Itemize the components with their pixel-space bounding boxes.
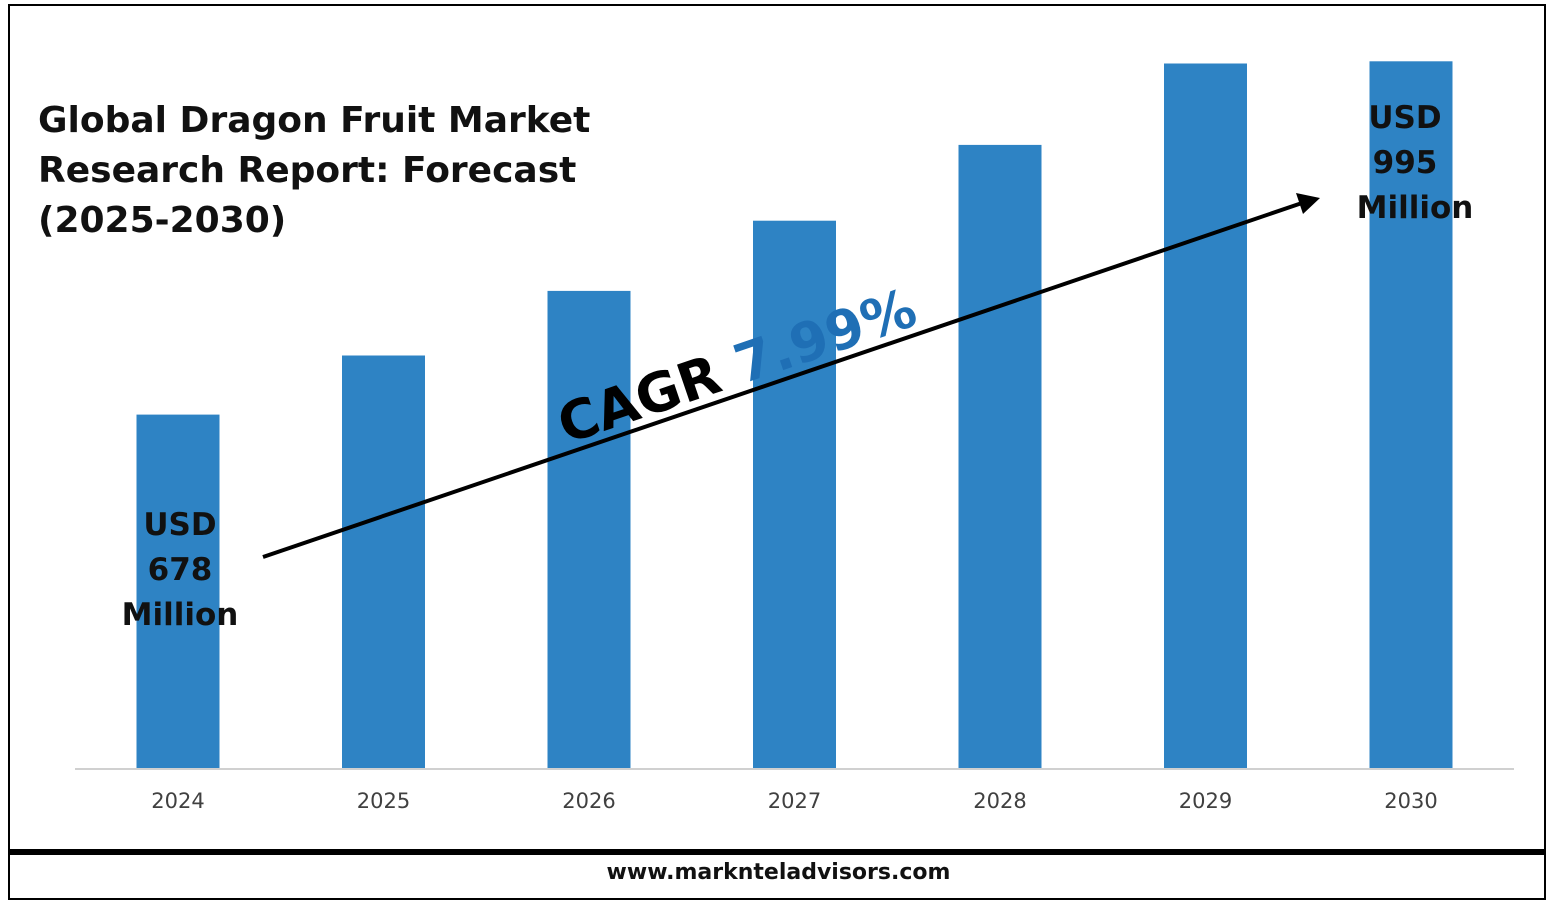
bars-group <box>136 61 1453 770</box>
bar-2028 <box>958 144 1042 769</box>
bar-2027 <box>753 220 836 769</box>
bar-chart: Global Dragon Fruit Market Research Repo… <box>38 61 1514 813</box>
chart-title: Global Dragon Fruit Market Research Repo… <box>38 100 590 241</box>
website-url: www.marknteladvisors.com <box>606 860 951 885</box>
trend-arrow <box>262 193 1320 559</box>
title-line-3: (2025-2030) <box>38 200 286 241</box>
x-tick-2026: 2026 <box>562 789 615 813</box>
end-callout-line-2: 995 <box>1373 145 1438 181</box>
x-tick-2028: 2028 <box>973 789 1026 813</box>
x-tick-labels: 2024 2025 2026 2027 2028 2029 2030 <box>151 789 1437 813</box>
title-line-2: Research Report: Forecast <box>38 150 576 191</box>
bar-2026 <box>547 290 631 769</box>
start-callout-line-3: Million <box>122 597 239 633</box>
end-callout-line-1: USD <box>1368 100 1441 136</box>
title-line-1: Global Dragon Fruit Market <box>38 100 590 141</box>
start-callout-line-2: 678 <box>148 552 213 588</box>
bar-2024 <box>136 414 220 769</box>
x-tick-2029: 2029 <box>1179 789 1232 813</box>
chart-frame <box>8 4 1546 900</box>
x-tick-2024: 2024 <box>151 789 204 813</box>
end-callout-line-3: Million <box>1357 190 1474 226</box>
footer-divider <box>8 849 1546 855</box>
x-tick-2025: 2025 <box>357 789 410 813</box>
x-tick-2027: 2027 <box>768 789 821 813</box>
bar-2030 <box>1369 61 1453 770</box>
bar-2025 <box>342 355 425 769</box>
start-callout-line-1: USD <box>143 507 216 543</box>
bar-2029 <box>1164 63 1247 769</box>
x-tick-2030: 2030 <box>1384 789 1437 813</box>
start-value-callout: USD 678 Million <box>122 507 239 633</box>
end-value-callout: USD 995 Million <box>1357 100 1474 226</box>
